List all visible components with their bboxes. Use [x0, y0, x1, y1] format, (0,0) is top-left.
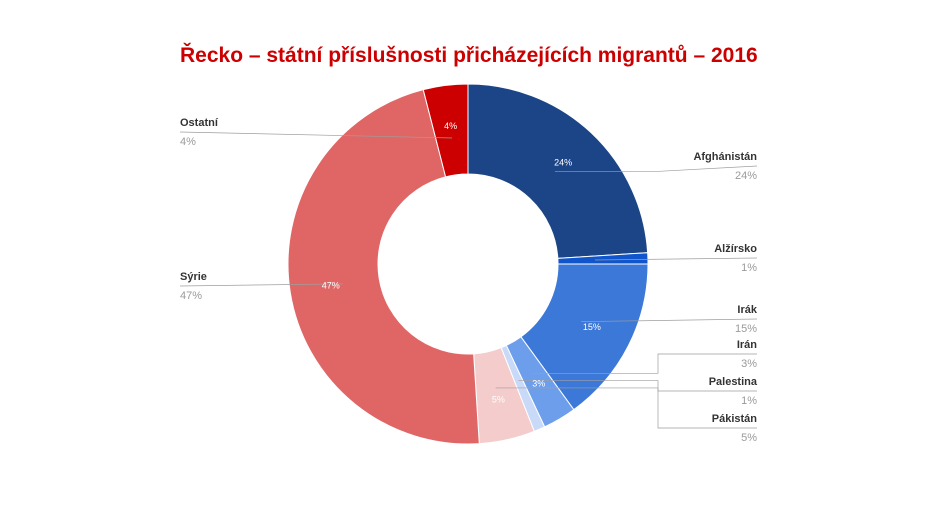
slice-value-label-ostatni: 4% [444, 121, 457, 131]
callouts-group: Afghánistán 24% Alžírsko 1% Irák 15% Irán 3% Pal… [179, 117, 758, 444]
callout-value-pakistan: 5% [741, 432, 757, 444]
callout-line-afghanistan [554, 165, 758, 172]
callout-line-palestina [518, 380, 757, 392]
chart-title: Řecko – státní příslušnosti přicházející… [180, 44, 758, 67]
callout-value-irak: 15% [735, 323, 757, 335]
slices-group [287, 83, 649, 445]
callout-line-ostatni [179, 131, 453, 139]
callout-value-iran: 3% [741, 358, 757, 370]
callout-line-syrie [179, 283, 343, 287]
slice-value-label-irak: 15% [583, 322, 601, 332]
slice-value-label-pakistan: 5% [492, 395, 505, 405]
callout-line-iran [532, 353, 757, 374]
slice-value-label-iran: 3% [532, 379, 545, 389]
callout-value-afghanistan: 24% [735, 170, 757, 182]
callout-line-pakistan [495, 387, 757, 429]
slice-value-label-afghanistan: 24% [554, 158, 572, 168]
callout-value-alzirsko: 1% [741, 262, 757, 274]
slice-ostatni [422, 83, 469, 178]
callout-line-irak [581, 318, 758, 323]
callout-name-pakistan: Pákistán [712, 413, 758, 425]
callout-name-irak: Irák [737, 304, 757, 316]
callout-name-ostatni: Ostatní [180, 117, 219, 129]
callout-name-syrie: Sýrie [180, 271, 207, 283]
callout-name-alzirsko: Alžírsko [714, 243, 757, 255]
slice-syrie [287, 89, 480, 445]
callout-name-palestina: Palestina [709, 376, 758, 388]
callout-value-ostatni: 4% [180, 136, 196, 148]
callout-name-iran: Irán [737, 339, 757, 351]
callout-name-afghanistan: Afghánistán [693, 151, 757, 163]
slice-value-label-syrie: 47% [322, 281, 340, 291]
callout-value-syrie: 47% [180, 290, 202, 302]
callout-line-alzirsko [594, 257, 758, 261]
callout-value-palestina: 1% [741, 395, 757, 407]
inner-labels-group: 24% 15% 3% 5% 47% 4% [322, 121, 601, 405]
